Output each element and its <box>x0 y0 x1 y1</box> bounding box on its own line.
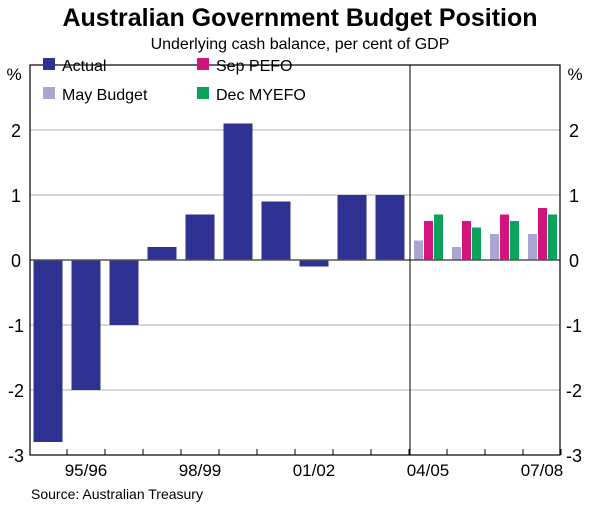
x-tick-label: 04/05 <box>407 461 450 480</box>
legend-label: May Budget <box>62 87 148 104</box>
bar-actual <box>337 195 367 260</box>
bar-dec-myefo <box>510 221 519 260</box>
bar-actual <box>109 260 139 325</box>
y-axis-label-right: % <box>567 65 582 84</box>
x-tick-label: 98/99 <box>179 461 222 480</box>
bar-actual <box>375 195 405 260</box>
x-tick-label: 07/08 <box>521 461 564 480</box>
x-tick-label: 01/02 <box>293 461 336 480</box>
bar-actual <box>261 201 291 260</box>
y-axis-label-left: % <box>6 65 21 84</box>
y-tick-label-right: -3 <box>566 446 582 466</box>
bar-sep-pefo <box>462 221 471 260</box>
legend-label: Actual <box>62 58 106 75</box>
bar-may-budget <box>414 240 423 260</box>
y-tick-label-left: -2 <box>8 381 24 401</box>
bar-dec-myefo <box>472 227 481 260</box>
legend-label: Sep PEFO <box>216 58 292 75</box>
bar-may-budget <box>528 234 537 260</box>
bar-actual <box>185 214 215 260</box>
y-tick-label-left: -3 <box>8 446 24 466</box>
bar-dec-myefo <box>434 214 443 260</box>
legend-swatch <box>197 87 209 99</box>
bar-may-budget <box>452 247 461 260</box>
bar-actual <box>33 260 63 442</box>
y-tick-label-right: 0 <box>569 251 579 271</box>
bar-actual <box>71 260 101 390</box>
bar-actual <box>223 123 253 260</box>
y-tick-label-right: 2 <box>569 121 579 141</box>
x-tick-label: 95/96 <box>65 461 108 480</box>
chart-title: Australian Government Budget Position <box>62 4 538 32</box>
legend-swatch <box>43 87 55 99</box>
bar-dec-myefo <box>548 214 557 260</box>
y-tick-label-right: 1 <box>569 186 579 206</box>
y-tick-label-left: -1 <box>8 316 24 336</box>
bar-sep-pefo <box>500 214 509 260</box>
legend-label: Dec MYEFO <box>216 87 306 104</box>
bar-may-budget <box>490 234 499 260</box>
bar-sep-pefo <box>538 208 547 260</box>
y-tick-label-right: -1 <box>566 316 582 336</box>
bar-actual <box>147 247 177 260</box>
bar-actual <box>299 260 329 267</box>
y-tick-label-left: 2 <box>11 121 21 141</box>
legend-swatch <box>43 58 55 70</box>
bar-sep-pefo <box>424 221 433 260</box>
y-tick-label-left: 0 <box>11 251 21 271</box>
legend-swatch <box>197 58 209 70</box>
source-note: Source: Australian Treasury <box>31 486 203 502</box>
y-tick-label-left: 1 <box>11 186 21 206</box>
chart-subtitle: Underlying cash balance, per cent of GDP <box>150 36 450 53</box>
y-tick-label-right: -2 <box>566 381 582 401</box>
